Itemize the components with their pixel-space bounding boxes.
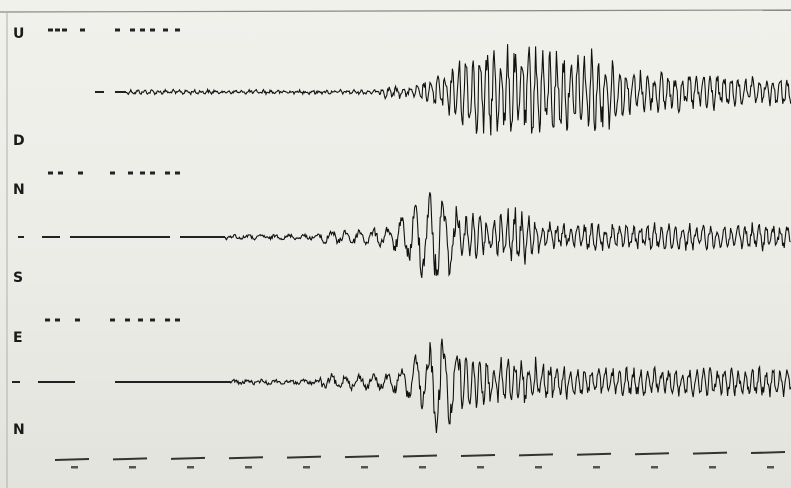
time-axis-dash [170, 456, 206, 460]
time-axis-dash [344, 455, 380, 459]
timing-tick [150, 171, 155, 175]
timing-tick [80, 28, 85, 32]
label-north-bottom: N [13, 422, 25, 438]
timing-tick [175, 318, 180, 322]
label-south: S [13, 270, 24, 286]
time-axis-dash [634, 452, 670, 456]
timing-tick [58, 171, 63, 175]
timing-tick [125, 318, 130, 322]
timing-tick [165, 318, 170, 322]
trace-line [224, 192, 791, 279]
time-axis-dash [576, 452, 612, 456]
trace-line [229, 338, 791, 434]
time-axis-dash [518, 453, 554, 457]
time-axis-dash [692, 451, 728, 455]
timing-tick [165, 171, 170, 175]
time-axis-tick-mark [245, 466, 252, 469]
timing-tick [110, 171, 115, 175]
time-axis-dash [402, 454, 438, 458]
timing-tick [48, 171, 53, 175]
timing-tick [128, 171, 133, 175]
time-axis-dash [750, 451, 786, 455]
time-axis-tick-mark [71, 466, 78, 469]
time-axis-tick-mark [187, 466, 194, 469]
timing-tick [62, 28, 67, 32]
timing-tick [55, 28, 60, 32]
timing-tick [55, 318, 60, 322]
timing-tick [150, 28, 155, 32]
timing-tick [110, 318, 115, 322]
label-up: U [13, 26, 25, 42]
time-axis-tick-mark [709, 466, 716, 469]
trace-north-south-component [18, 192, 791, 279]
timing-tick [175, 28, 180, 32]
timing-tick [140, 28, 145, 32]
time-axis-dash [460, 453, 496, 457]
timing-tick [45, 318, 50, 322]
time-axis-dash [112, 457, 148, 461]
time-axis-tick-mark [477, 466, 484, 469]
trace-line [125, 44, 791, 136]
time-axis-tick-mark [303, 466, 310, 469]
label-north-top: N [13, 182, 25, 198]
timing-tick [138, 318, 143, 322]
timing-tick [130, 28, 135, 32]
timing-tick [115, 28, 120, 32]
timing-tick [150, 318, 155, 322]
trace-east-west-component [12, 338, 791, 434]
label-east: E [13, 330, 23, 346]
time-axis-tick-mark [129, 466, 136, 469]
time-axis-dash [54, 458, 90, 461]
time-axis-tick-mark [419, 466, 426, 469]
time-axis-tick-mark [535, 466, 542, 469]
time-axis-tick-mark [593, 466, 600, 469]
timing-marks [45, 28, 180, 322]
time-axis-marks [54, 451, 786, 469]
top-border-line [0, 9, 791, 13]
timing-tick [78, 171, 83, 175]
time-axis-dash [228, 456, 264, 460]
timing-tick [140, 171, 145, 175]
timing-tick [48, 28, 53, 32]
time-axis-dash [286, 455, 322, 459]
timing-tick [163, 28, 168, 32]
trace-vertical-component [95, 44, 791, 136]
time-axis-tick-mark [651, 466, 658, 469]
time-axis-tick-mark [361, 466, 368, 469]
timing-tick [75, 318, 80, 322]
time-axis-tick-mark [767, 466, 774, 469]
timing-tick [175, 171, 180, 175]
label-down: D [13, 133, 25, 149]
